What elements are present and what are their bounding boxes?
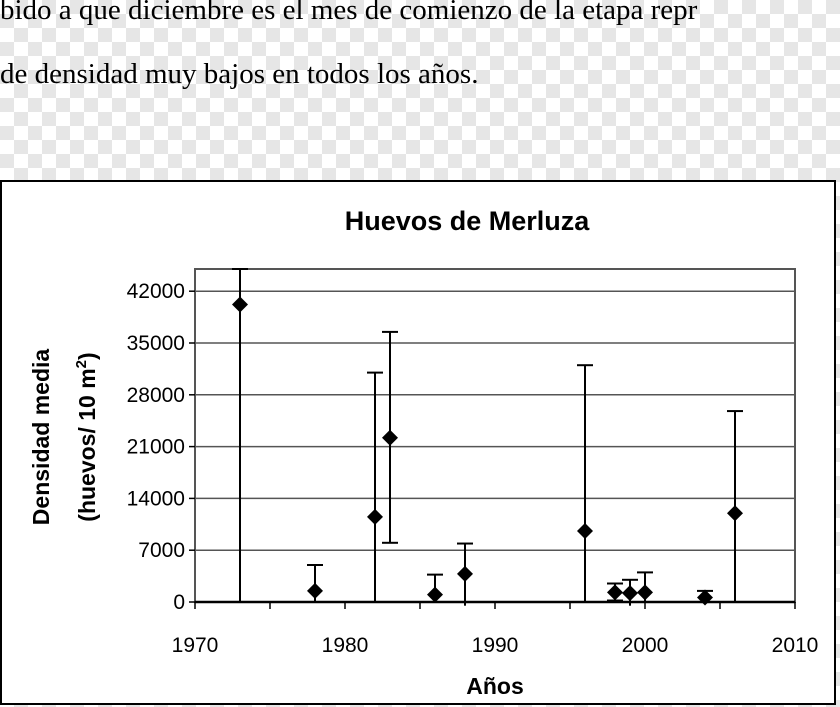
plot-area	[194, 268, 796, 603]
y-tick-label-0: 0	[173, 591, 185, 614]
body-text-line-2: de densidad muy bajos en todos los años.	[0, 58, 479, 90]
data-point-1996-6	[577, 522, 593, 539]
axes	[189, 290, 796, 609]
x-tick-label-1990: 1990	[472, 634, 519, 657]
body-text-line-1: bido a que diciembre es el mes de comien…	[0, 0, 698, 26]
data-point-2000-9	[637, 584, 653, 601]
data-point-1983-3	[382, 429, 398, 446]
x-tick-label-2000: 2000	[622, 634, 669, 657]
data-point-2006-11	[727, 505, 743, 522]
y-tick-label-35000: 35000	[127, 332, 185, 355]
y-axis-unit-superscript: 2	[73, 360, 90, 368]
chart-title: Huevos de Merluza	[345, 206, 591, 236]
chart-container: Huevos de Merluza 0 7000 14000 21000 28000 35…	[0, 180, 836, 705]
x-tick-label-1970: 1970	[172, 634, 219, 657]
y-axis-unit-prefix: (huevos/ 10 m	[74, 368, 100, 521]
y-tick-label-7000: 7000	[138, 539, 185, 562]
data-point-2004-10	[697, 589, 713, 606]
y-tick-label-14000: 14000	[127, 487, 185, 510]
data-point-1978-1	[307, 582, 323, 599]
data-point-1998-7	[607, 584, 623, 601]
x-tick-label-1980: 1980	[322, 634, 369, 657]
data-point-1988-5	[457, 565, 473, 582]
y-tick-label-28000: 28000	[127, 384, 185, 407]
data-point-1986-4	[427, 586, 443, 603]
y-axis-title-line-2: (huevos/ 10 m2)	[73, 352, 100, 521]
gridlines	[195, 290, 795, 551]
data-point-1999-8	[622, 585, 638, 602]
x-tick-label-2010: 2010	[772, 634, 819, 657]
chart-svg: Huevos de Merluza 0 7000 14000 21000 28000 35…	[28, 206, 819, 699]
y-axis-unit-suffix: )	[74, 352, 100, 360]
y-axis-title-line-1: Densidad media	[28, 349, 54, 526]
tick-labels: 0 7000 14000 21000 28000 35000 42000 1970 1980 19…	[127, 280, 819, 657]
y-tick-label-42000: 42000	[127, 280, 185, 303]
x-axis-title: Años	[466, 673, 524, 699]
data-point-1982-2	[367, 508, 383, 525]
y-tick-label-21000: 21000	[127, 436, 185, 459]
